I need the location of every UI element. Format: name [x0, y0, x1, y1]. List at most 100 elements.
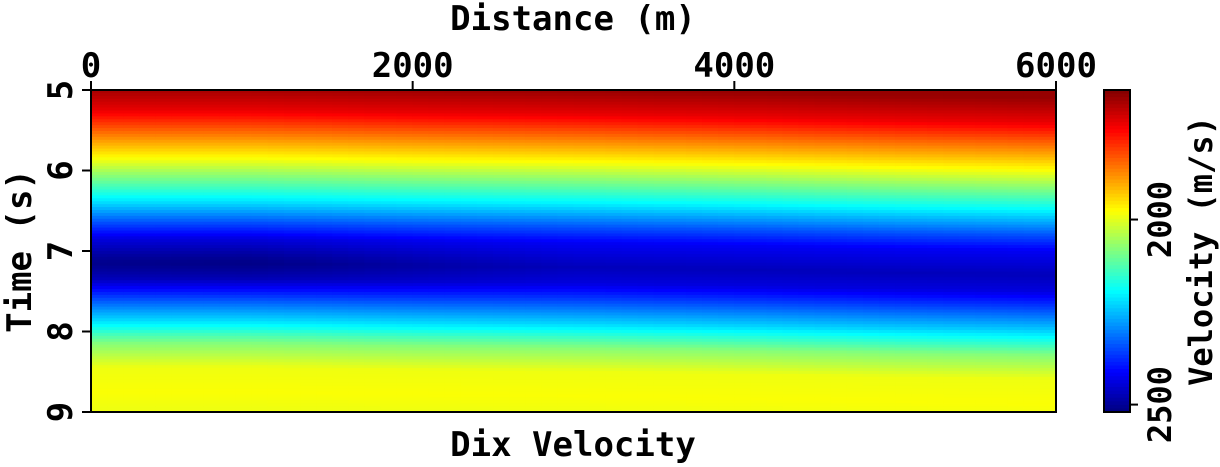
- heatmap-cell: [187, 90, 205, 94]
- heatmap-cell: [316, 315, 333, 319]
- heatmap-cell: [493, 160, 510, 164]
- heatmap-cell: [621, 95, 639, 100]
- heatmap-cell: [123, 133, 140, 138]
- heatmap-cell: [702, 207, 719, 211]
- heatmap-cell: [670, 171, 687, 176]
- heatmap-cell: [734, 133, 752, 138]
- heatmap-cell: [670, 356, 687, 360]
- heatmap-cell: [107, 391, 124, 396]
- heatmap-cell: [766, 286, 784, 290]
- heatmap-cell: [348, 227, 366, 232]
- heatmap-cell: [621, 391, 639, 396]
- heatmap-cell: [477, 280, 494, 284]
- heatmap-cell: [621, 207, 639, 211]
- heatmap-cell: [589, 133, 607, 138]
- heatmap-cell: [782, 195, 800, 199]
- heatmap-cell: [284, 379, 301, 384]
- heatmap-cell: [91, 268, 108, 273]
- heatmap-cell: [541, 403, 559, 407]
- heatmap-cell: [139, 312, 156, 316]
- heatmap-cell: [525, 154, 542, 158]
- heatmap-cell: [300, 265, 317, 270]
- heatmap-cell: [798, 318, 816, 322]
- heatmap-cell: [155, 350, 173, 355]
- heatmap-cell: [348, 332, 366, 337]
- heatmap-cell: [686, 291, 703, 296]
- heatmap-cell: [396, 177, 414, 182]
- heatmap-cell: [477, 192, 494, 196]
- heatmap-cell: [364, 330, 382, 334]
- heatmap-cell: [364, 303, 382, 308]
- heatmap-cell: [428, 330, 446, 334]
- heatmap-cell: [412, 379, 430, 384]
- heatmap-cell: [637, 192, 655, 196]
- heatmap-cell: [750, 207, 768, 211]
- heatmap-cell: [605, 174, 623, 179]
- heatmap-cell: [187, 95, 205, 100]
- heatmap-cell: [541, 210, 559, 214]
- heatmap-cell: [139, 119, 156, 123]
- heatmap-cell: [219, 280, 237, 284]
- heatmap-cell: [332, 113, 349, 117]
- heatmap-cell: [798, 160, 816, 164]
- heatmap-cell: [300, 283, 317, 287]
- heatmap-cell: [573, 210, 591, 214]
- heatmap-cell: [380, 353, 398, 357]
- heatmap-cell: [219, 265, 237, 270]
- heatmap-cell: [284, 385, 301, 390]
- heatmap-cell: [766, 221, 784, 226]
- heatmap-cell: [412, 110, 430, 115]
- heatmap-cell: [300, 92, 317, 97]
- heatmap-cell: [621, 174, 639, 179]
- heatmap-cell: [139, 330, 156, 334]
- heatmap-cell: [219, 215, 237, 220]
- heatmap-cell: [203, 324, 221, 328]
- heatmap-cell: [460, 95, 478, 100]
- heatmap-cell: [219, 315, 237, 319]
- heatmap-cell: [686, 207, 703, 211]
- heatmap-cell: [460, 218, 478, 223]
- heatmap-cell: [364, 286, 382, 290]
- heatmap-cell: [332, 350, 349, 355]
- heatmap-cell: [477, 242, 494, 246]
- heatmap-cell: [123, 145, 140, 150]
- heatmap-cell: [316, 297, 333, 302]
- heatmap-cell: [525, 330, 542, 334]
- heatmap-cell: [605, 406, 623, 410]
- heatmap-cell: [460, 341, 478, 346]
- heatmap-cell: [718, 157, 735, 161]
- heatmap-cell: [686, 300, 703, 305]
- heatmap-cell: [219, 268, 237, 273]
- heatmap-cell: [637, 119, 655, 123]
- heatmap-cell: [621, 306, 639, 311]
- heatmap-cell: [621, 130, 639, 135]
- heatmap-cell: [171, 300, 189, 305]
- heatmap-cell: [123, 359, 140, 363]
- heatmap-cell: [316, 151, 333, 155]
- heatmap-cell: [477, 347, 494, 352]
- heatmap-cell: [267, 242, 285, 246]
- heatmap-cell: [444, 189, 462, 194]
- heatmap-cell: [444, 382, 462, 387]
- heatmap-cell: [798, 189, 816, 194]
- heatmap-cell: [718, 142, 735, 147]
- heatmap-cell: [460, 368, 478, 372]
- heatmap-cell: [525, 145, 542, 150]
- heatmap-cell: [396, 116, 414, 120]
- heatmap-cell: [123, 368, 140, 372]
- heatmap-cell: [251, 338, 269, 343]
- heatmap-cell: [686, 280, 703, 284]
- heatmap-cell: [637, 166, 655, 170]
- heatmap-cell: [412, 180, 430, 185]
- heatmap-cell: [782, 145, 800, 150]
- heatmap-cell: [734, 353, 752, 357]
- heatmap-cell: [203, 98, 221, 103]
- heatmap-cell: [798, 277, 816, 281]
- heatmap-cell: [412, 318, 430, 322]
- heatmap-cell: [766, 227, 784, 232]
- heatmap-cell: [702, 274, 719, 278]
- heatmap-cell: [477, 198, 494, 202]
- heatmap-cell: [171, 119, 189, 123]
- heatmap-cell: [814, 142, 832, 147]
- heatmap-cell: [509, 289, 526, 293]
